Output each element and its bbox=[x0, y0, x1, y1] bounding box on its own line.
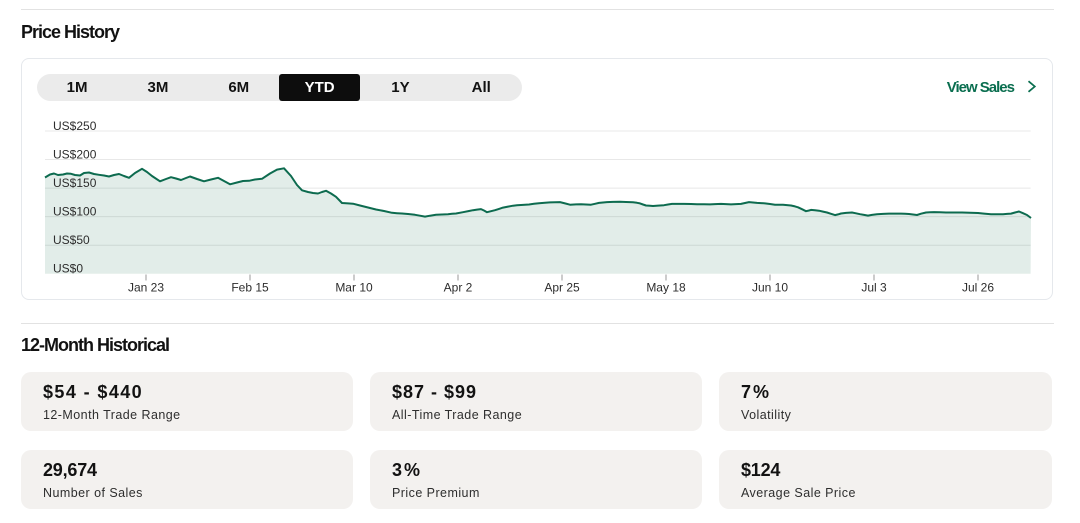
svg-text:Jul 3: Jul 3 bbox=[861, 281, 887, 295]
svg-text:May 18: May 18 bbox=[646, 281, 686, 295]
svg-text:US$100: US$100 bbox=[53, 205, 97, 219]
svg-text:US$0: US$0 bbox=[53, 262, 83, 276]
svg-text:Jun 10: Jun 10 bbox=[752, 281, 788, 295]
svg-text:US$50: US$50 bbox=[53, 233, 90, 247]
svg-text:Apr 2: Apr 2 bbox=[444, 281, 473, 295]
svg-text:US$150: US$150 bbox=[53, 176, 97, 190]
svg-text:US$200: US$200 bbox=[53, 148, 97, 162]
svg-text:Apr 25: Apr 25 bbox=[544, 281, 580, 295]
svg-text:Feb 15: Feb 15 bbox=[231, 281, 269, 295]
svg-text:Mar 10: Mar 10 bbox=[335, 281, 373, 295]
svg-text:Jan 23: Jan 23 bbox=[128, 281, 164, 295]
svg-text:Jul 26: Jul 26 bbox=[962, 281, 994, 295]
svg-text:US$250: US$250 bbox=[53, 119, 97, 133]
